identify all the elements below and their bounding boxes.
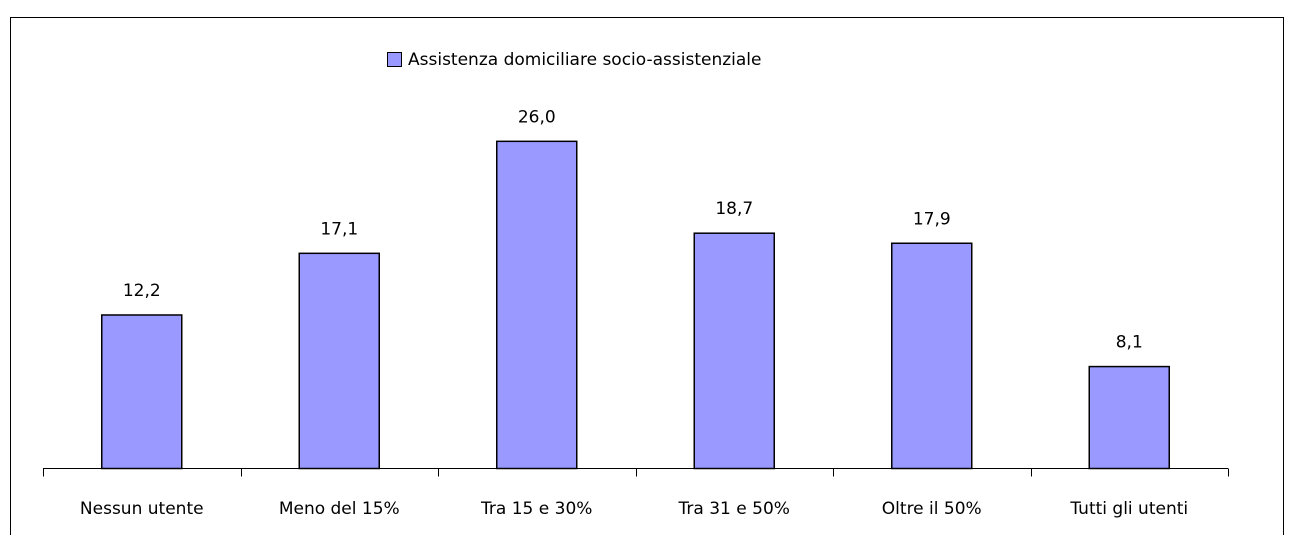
bar [891,242,973,470]
data-label: 12,2 [123,281,161,301]
legend-label: Assistenza domiciliare socio-assistenzia… [408,50,762,70]
x-tick-label: Tra 31 e 50% [678,499,790,519]
x-tick-label: Oltre il 50% [882,499,982,519]
x-tick-label: Tutti gli utenti [1069,499,1188,519]
bar [1088,365,1170,470]
x-tick-label: Tra 15 e 30% [480,499,592,519]
legend-swatch [387,52,402,67]
data-label: 8,1 [1116,333,1143,353]
data-label: 17,1 [320,219,358,239]
data-label: 26,0 [518,107,556,127]
bar [496,140,578,470]
bar [101,314,183,470]
data-label: 17,9 [913,209,951,229]
bar [298,252,380,470]
data-label: 18,7 [715,199,753,219]
chart-border [10,17,1284,535]
bar [693,232,775,470]
x-tick-label: Meno del 15% [279,499,400,519]
x-tick-label: Nessun utente [80,499,204,519]
